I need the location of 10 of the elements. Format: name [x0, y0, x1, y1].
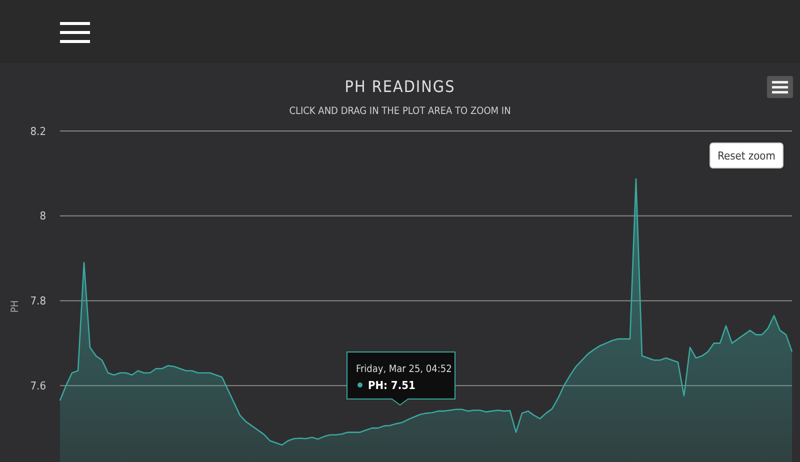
chart-subtitle: CLICK AND DRAG IN THE PLOT AREA TO ZOOM IN — [289, 106, 511, 117]
y-tick-label: 7.6 — [30, 379, 46, 392]
y-tick-label: 8 — [40, 210, 46, 223]
y-axis-title: PH — [10, 300, 21, 313]
annotation: Friday, Mar 25, 04:52 — [356, 364, 452, 375]
chart-title: PH READINGS — [344, 77, 456, 96]
annotation: Reset zoom — [718, 150, 776, 162]
y-tick-label: 7.8 — [30, 294, 46, 308]
annotation: PH: 7.51 — [368, 379, 416, 392]
y-tick-label: 8.2 — [30, 124, 46, 138]
